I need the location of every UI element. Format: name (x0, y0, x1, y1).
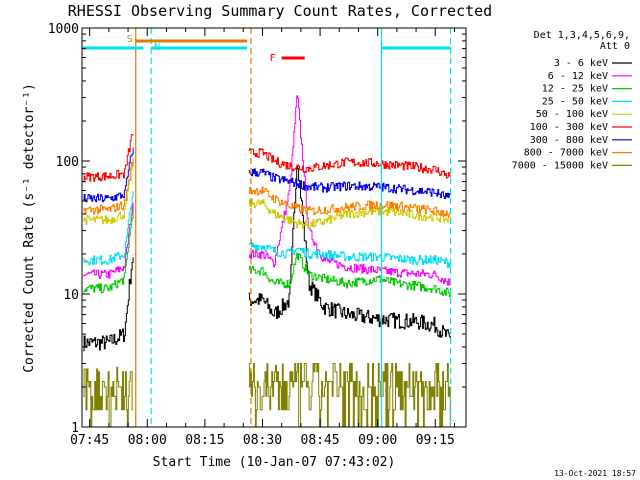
series-line (248, 363, 451, 427)
legend-label: 12 - 25 keV (542, 84, 608, 95)
series-layer (83, 95, 451, 427)
legend-label: 3 - 6 keV (554, 58, 608, 69)
chart-title: RHESSI Observing Summary Count Rates, Co… (68, 2, 492, 20)
legend-label: 6 - 12 keV (548, 71, 608, 82)
legend-label: 800 - 7000 keV (524, 148, 608, 159)
flag-bars: S N F (82, 34, 451, 64)
event-lines (135, 28, 452, 427)
series-line (248, 186, 451, 217)
series-line (248, 198, 451, 230)
timestamp: 13-Oct-2021 18:57 (554, 469, 636, 478)
x-tick-label: 08:00 (128, 433, 167, 448)
series-line (83, 191, 134, 266)
y-tick-label: 1000 (48, 22, 79, 37)
x-tick-label: 08:30 (243, 433, 282, 448)
x-tick-label: 08:15 (185, 433, 224, 448)
flag-label: S (127, 34, 133, 45)
flag-label: F (270, 53, 276, 64)
legend-label: 100 - 300 keV (530, 122, 608, 133)
legend-header: Att 0 (600, 41, 630, 52)
legend-label: 7000 - 15000 keV (512, 160, 608, 171)
x-tick-label: 09:15 (416, 433, 455, 448)
legend-header: Det 1,3,4,5,6,9, (534, 30, 630, 41)
flag-label: N (154, 42, 160, 53)
series-line (83, 257, 134, 352)
series-line (83, 366, 134, 427)
y-tick-label: 100 (56, 155, 79, 170)
x-axis-label: Start Time (10-Jan-07 07:43:02) (153, 455, 396, 470)
legend-label: 50 - 100 keV (536, 109, 608, 120)
series-line (248, 95, 451, 286)
axes: 1 10 100 1000 07:45 08:00 08:15 08:30 08:45 09:00… (48, 22, 466, 448)
series-line (248, 148, 451, 179)
series-line (248, 252, 451, 298)
y-tick-label: 1 (71, 421, 79, 436)
series-line (248, 166, 451, 339)
series-line (83, 210, 134, 294)
series-line (83, 147, 134, 203)
legend-label: 25 - 50 keV (542, 96, 608, 107)
x-tick-label: 07:45 (70, 433, 109, 448)
legend: Det 1,3,4,5,6,9,Att 0 3 - 6 keV 6 - 12 keV… (512, 30, 632, 171)
series-line (248, 168, 451, 199)
x-tick-label: 08:45 (301, 433, 340, 448)
legend-label: 300 - 800 keV (530, 135, 608, 146)
series-line (83, 134, 134, 182)
series-line (83, 157, 134, 215)
series-line (248, 242, 451, 268)
plot-frame (81, 27, 467, 428)
y-tick-label: 10 (63, 288, 79, 303)
y-axis-label: Corrected Count Rate (s⁻¹ detector⁻¹) (22, 83, 37, 373)
series-line (83, 162, 134, 225)
x-tick-label: 09:00 (358, 433, 397, 448)
